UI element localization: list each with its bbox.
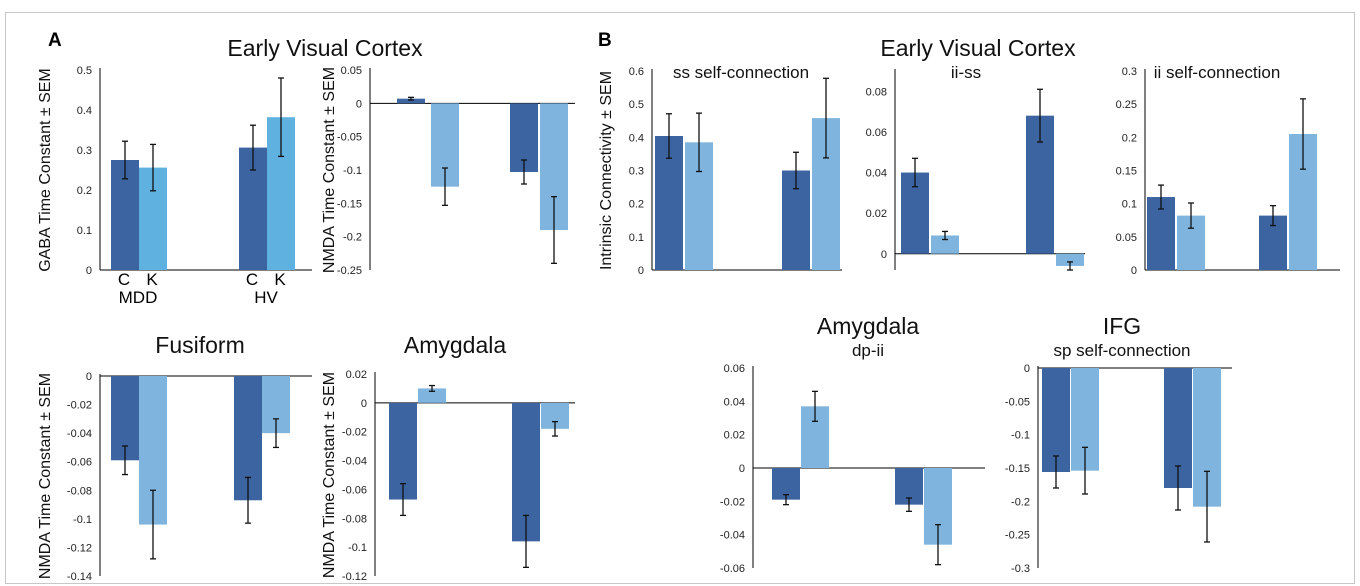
ss_self-y-label: Intrinsic Connectivity ± SEM bbox=[598, 71, 615, 270]
gaba_evc-tick-label: 0.5 bbox=[77, 65, 92, 77]
sp_self-tick-label: -0.2 bbox=[1011, 496, 1030, 508]
ii_self-tick-label: 0.15 bbox=[1116, 166, 1137, 178]
label-c-hv: C bbox=[246, 270, 258, 289]
ss_self-tick-label: 0.4 bbox=[629, 132, 644, 144]
ii_self-tick-label: 0.3 bbox=[1122, 66, 1137, 78]
sp_self-tick-label: -0.3 bbox=[1011, 563, 1030, 575]
dp_ii-tick-label: 0.02 bbox=[724, 430, 745, 442]
dp_ii-tick-label: -0.06 bbox=[720, 563, 745, 575]
label-k-hv: K bbox=[274, 270, 286, 289]
nmda_fusiform-tick-label: 0 bbox=[86, 371, 92, 383]
nmda_fusiform-tick-label: -0.12 bbox=[67, 542, 92, 554]
ii_ss-bar-2 bbox=[931, 235, 959, 254]
title-ii-self-connection: ii self-connection bbox=[1153, 63, 1281, 82]
sp_self-tick-label: -0.05 bbox=[1005, 396, 1030, 408]
nmda_evc-tick-label: -0.2 bbox=[343, 232, 362, 244]
heading-fusiform: Fusiform bbox=[155, 332, 245, 358]
ii_ss-tick-label: 0.04 bbox=[866, 168, 887, 180]
ii_self-tick-label: 0.05 bbox=[1116, 232, 1137, 244]
nmda_evc-tick-label: 0.05 bbox=[341, 65, 362, 77]
dp_ii-tick-label: 0 bbox=[739, 463, 745, 475]
ii_self-tick-label: 0.25 bbox=[1116, 99, 1137, 111]
sp_self-bar-1 bbox=[1042, 368, 1070, 472]
ss_self-tick-label: 0.6 bbox=[629, 66, 644, 78]
nmda_fusiform-tick-label: -0.1 bbox=[73, 514, 92, 526]
nmda_amygdala-tick-label: -0.02 bbox=[342, 427, 367, 439]
ss_self-tick-label: 0.1 bbox=[629, 232, 644, 244]
label-c-mdd: C bbox=[118, 270, 130, 289]
title-ss-self-connection: ss self-connection bbox=[672, 63, 810, 82]
heading-early-visual-cortex-b: Early Visual Cortex bbox=[880, 35, 1076, 61]
nmda_evc-tick-label: -0.05 bbox=[337, 132, 362, 144]
nmda_amygdala-tick-label: -0.1 bbox=[348, 542, 367, 554]
sp_self-tick-label: -0.1 bbox=[1011, 430, 1030, 442]
heading-ifg: IFG bbox=[1102, 313, 1142, 339]
ss_self-tick-label: 0.3 bbox=[629, 166, 644, 178]
title-ii-ss: ii-ss bbox=[950, 63, 982, 82]
sp_self-tick-label: 0 bbox=[1024, 363, 1030, 375]
figure-frame bbox=[5, 12, 1355, 584]
ii_self-tick-label: 0.2 bbox=[1122, 132, 1137, 144]
panel-letter-b: B bbox=[598, 30, 612, 51]
nmda_evc-tick-label: 0 bbox=[356, 98, 362, 110]
gaba_evc-tick-label: 0 bbox=[86, 265, 92, 277]
nmda_fusiform-tick-label: -0.02 bbox=[67, 400, 92, 412]
nmda_fusiform-tick-label: -0.04 bbox=[67, 428, 92, 440]
nmda_amygdala-tick-label: -0.04 bbox=[342, 456, 367, 468]
dp_ii-tick-label: -0.04 bbox=[720, 530, 745, 542]
ss_self-tick-label: 0.2 bbox=[629, 199, 644, 211]
dp_ii-tick-label: 0.06 bbox=[724, 363, 745, 375]
ii_ss-tick-label: 0 bbox=[881, 249, 887, 261]
nmda_amygdala-tick-label: 0 bbox=[361, 398, 367, 410]
gaba_evc-tick-label: 0.4 bbox=[77, 105, 92, 117]
gaba_evc-tick-label: 0.2 bbox=[77, 185, 92, 197]
ss_self-tick-label: 0.5 bbox=[629, 99, 644, 111]
gaba_evc-tick-label: 0.1 bbox=[77, 225, 92, 237]
nmda_fusiform-tick-label: -0.14 bbox=[67, 571, 92, 583]
label-k-mdd: K bbox=[146, 270, 158, 289]
nmda_fusiform-tick-label: -0.08 bbox=[67, 485, 92, 497]
ii_ss-bar-4 bbox=[1056, 253, 1084, 266]
ii_ss-tick-label: 0.06 bbox=[866, 127, 887, 139]
ii_self-tick-label: 0.1 bbox=[1122, 199, 1137, 211]
nmda_evc-y-label: NMDA Time Constant ± SEM bbox=[321, 67, 338, 273]
dp_ii-tick-label: -0.02 bbox=[720, 496, 745, 508]
nmda_fusiform-tick-label: -0.06 bbox=[67, 457, 92, 469]
nmda_fusiform-y-label: NMDA Time Constant ± SEM bbox=[37, 373, 54, 579]
sp_self-tick-label: -0.15 bbox=[1005, 463, 1030, 475]
nmda_amygdala-bar-2 bbox=[418, 388, 446, 403]
heading-early-visual-cortex-a: Early Visual Cortex bbox=[227, 35, 423, 61]
ii_ss-tick-label: 0.08 bbox=[866, 86, 887, 98]
ii_self-tick-label: 0 bbox=[1131, 265, 1137, 277]
nmda_evc-tick-label: -0.1 bbox=[343, 165, 362, 177]
nmda_amygdala-tick-label: 0.02 bbox=[346, 369, 367, 381]
sp_self-tick-label: -0.25 bbox=[1005, 530, 1030, 542]
label-hv: HV bbox=[254, 288, 278, 307]
dp_ii-tick-label: 0.04 bbox=[724, 396, 745, 408]
ii_ss-tick-label: 0.02 bbox=[866, 208, 887, 220]
heading-amygdala-b: Amygdala bbox=[816, 313, 920, 339]
heading-amygdala-a: Amygdala bbox=[403, 332, 507, 358]
title-sp-self-connection: sp self-connection bbox=[1053, 341, 1191, 360]
ss_self-tick-label: 0 bbox=[638, 265, 644, 277]
gaba_evc-tick-label: 0.3 bbox=[77, 145, 92, 157]
gaba_evc-y-label: GABA Time Constant ± SEM bbox=[37, 68, 54, 272]
label-mdd: MDD bbox=[119, 288, 158, 307]
nmda_amygdala-y-label: NMDA Time Constant ± SEM bbox=[321, 372, 338, 578]
nmda_amygdala-tick-label: -0.06 bbox=[342, 484, 367, 496]
panel-letter-a: A bbox=[48, 30, 62, 51]
nmda_evc-bar-1 bbox=[397, 98, 425, 104]
nmda_evc-tick-label: -0.25 bbox=[337, 265, 362, 277]
title-dp-ii: dp-ii bbox=[851, 341, 885, 360]
nmda_evc-tick-label: -0.15 bbox=[337, 198, 362, 210]
nmda_amygdala-tick-label: -0.08 bbox=[342, 513, 367, 525]
nmda_amygdala-tick-label: -0.12 bbox=[342, 571, 367, 583]
